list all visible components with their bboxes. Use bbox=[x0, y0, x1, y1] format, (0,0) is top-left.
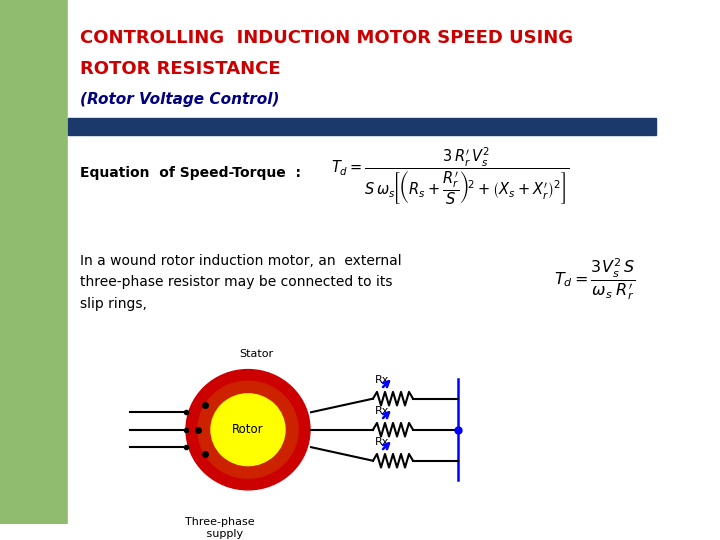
Text: CONTROLLING  INDUCTION MOTOR SPEED USING: CONTROLLING INDUCTION MOTOR SPEED USING bbox=[80, 29, 573, 47]
Text: Three-phase
   supply: Three-phase supply bbox=[185, 517, 255, 538]
Text: Rx: Rx bbox=[375, 406, 390, 416]
Text: $T_d = \dfrac{3V_s^2\,S}{\omega_s\;R_r^{\prime}}$: $T_d = \dfrac{3V_s^2\,S}{\omega_s\;R_r^{… bbox=[554, 256, 636, 302]
Text: $T_d = \dfrac{3\,R_r^{\prime}\,V_s^2}{S\,\omega_s\!\left[\left(R_s+\dfrac{R_r^{\: $T_d = \dfrac{3\,R_r^{\prime}\,V_s^2}{S\… bbox=[331, 146, 569, 207]
Text: Equation  of Speed-Torque  :: Equation of Speed-Torque : bbox=[80, 166, 301, 180]
Text: Rx: Rx bbox=[375, 375, 390, 385]
Text: ROTOR RESISTANCE: ROTOR RESISTANCE bbox=[80, 60, 281, 78]
Text: slip rings,: slip rings, bbox=[80, 297, 147, 311]
Text: Rx: Rx bbox=[375, 437, 390, 447]
Circle shape bbox=[198, 381, 298, 478]
Text: Rotor: Rotor bbox=[232, 423, 264, 436]
Circle shape bbox=[186, 369, 310, 490]
Bar bbox=[0, 0, 68, 524]
Bar bbox=[68, 118, 656, 135]
Text: In a wound rotor induction motor, an  external: In a wound rotor induction motor, an ext… bbox=[80, 254, 402, 268]
Text: (Rotor Voltage Control): (Rotor Voltage Control) bbox=[80, 92, 279, 107]
Circle shape bbox=[211, 394, 285, 465]
Text: Stator: Stator bbox=[239, 349, 273, 359]
Text: three-phase resistor may be connected to its: three-phase resistor may be connected to… bbox=[80, 275, 392, 289]
